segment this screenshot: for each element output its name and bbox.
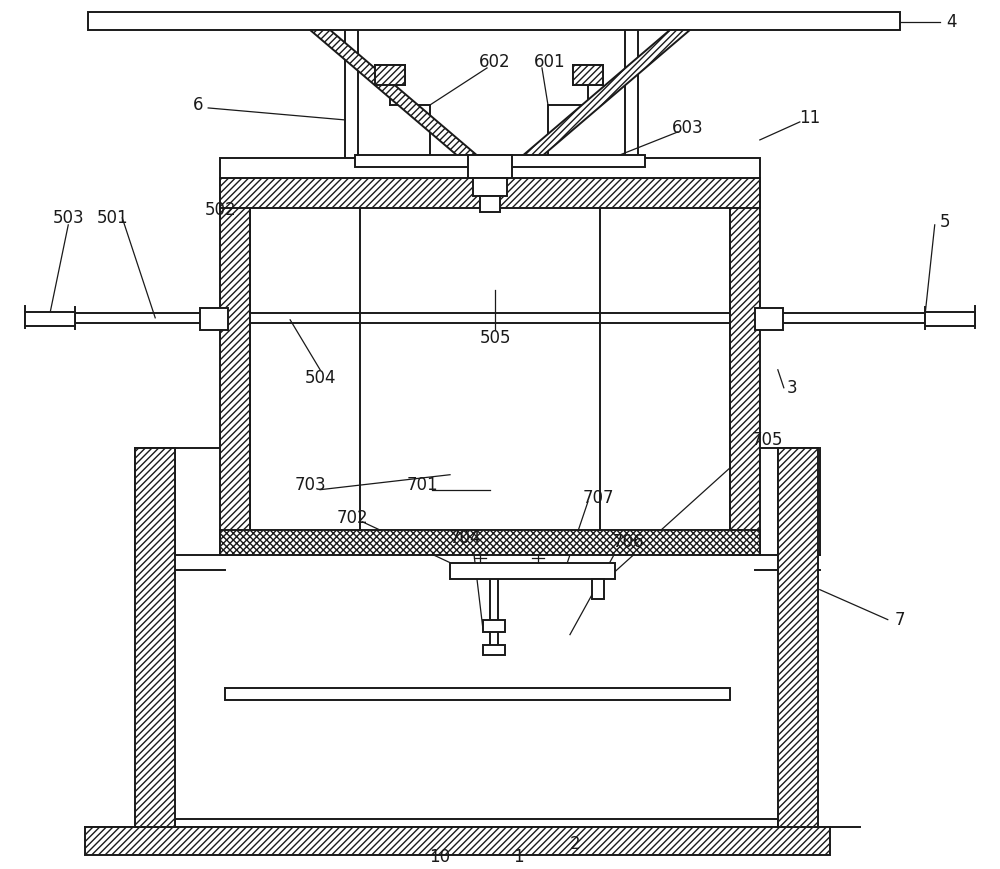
Bar xyxy=(755,308,783,330)
Bar xyxy=(85,827,830,855)
Text: 707: 707 xyxy=(582,488,614,507)
Text: 601: 601 xyxy=(534,53,566,71)
Text: 502: 502 xyxy=(204,201,236,219)
Bar xyxy=(250,208,730,530)
Bar xyxy=(135,448,175,827)
Text: 702: 702 xyxy=(336,508,368,527)
Bar xyxy=(450,562,615,579)
Bar xyxy=(480,196,500,212)
Bar xyxy=(220,178,760,208)
Bar xyxy=(483,645,505,654)
Text: 11: 11 xyxy=(799,109,820,127)
Polygon shape xyxy=(520,30,690,158)
Bar xyxy=(468,155,512,178)
Bar xyxy=(220,178,250,554)
Text: 706: 706 xyxy=(612,533,644,551)
Text: 503: 503 xyxy=(52,209,84,227)
Bar xyxy=(200,308,228,330)
Text: 603: 603 xyxy=(672,119,704,137)
Text: 701: 701 xyxy=(406,475,438,494)
Bar xyxy=(925,312,975,326)
Text: 602: 602 xyxy=(479,53,511,71)
Bar xyxy=(483,620,505,632)
Text: 504: 504 xyxy=(304,368,336,387)
Text: 5: 5 xyxy=(939,213,950,231)
Text: 505: 505 xyxy=(479,328,511,347)
Bar xyxy=(225,687,730,700)
Text: 7: 7 xyxy=(895,611,905,628)
Text: 1: 1 xyxy=(513,848,523,866)
Text: 3: 3 xyxy=(787,379,797,397)
Bar xyxy=(592,579,604,599)
Text: 2: 2 xyxy=(570,835,580,853)
Text: 705: 705 xyxy=(752,431,784,448)
Bar xyxy=(573,65,603,85)
Text: 4: 4 xyxy=(946,13,957,31)
Bar xyxy=(730,178,760,554)
Text: 703: 703 xyxy=(294,475,326,494)
Text: 10: 10 xyxy=(429,848,451,866)
Bar xyxy=(355,155,645,167)
Bar xyxy=(220,530,760,554)
Bar xyxy=(778,448,818,827)
Bar xyxy=(375,65,405,85)
Bar xyxy=(25,312,75,326)
Text: 6: 6 xyxy=(193,96,203,114)
Text: 501: 501 xyxy=(96,209,128,227)
Text: 604: 604 xyxy=(242,163,274,181)
Bar xyxy=(473,178,507,196)
Bar xyxy=(88,12,900,30)
Text: 704: 704 xyxy=(449,528,481,547)
Polygon shape xyxy=(310,30,480,158)
Bar xyxy=(220,158,760,178)
